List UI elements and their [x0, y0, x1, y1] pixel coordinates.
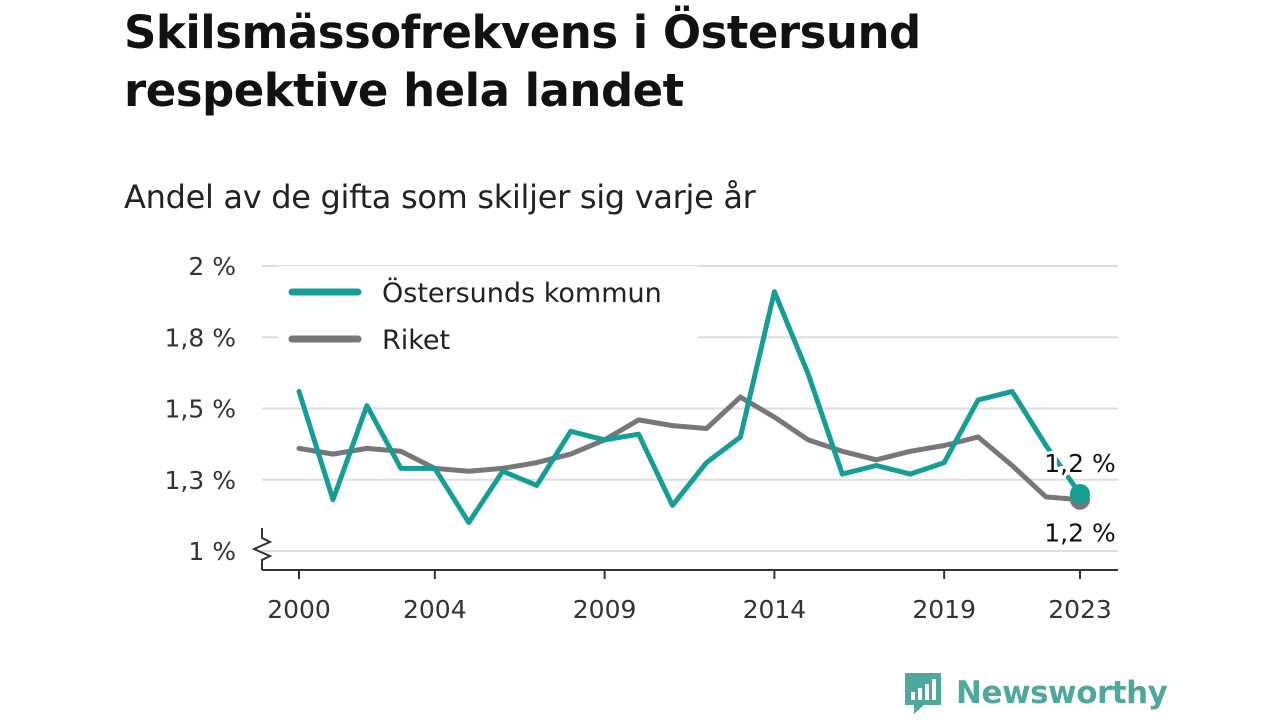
end-label-0: 1,2 % — [1044, 449, 1115, 478]
brand-name: Newsworthy — [956, 675, 1168, 711]
y-axis-break — [251, 528, 273, 570]
legend-label-0: Östersunds kommun — [382, 277, 662, 309]
y-tick-label: 1,8 % — [165, 323, 236, 352]
end-label-1: 1,2 % — [1044, 519, 1115, 548]
bar-chart-speech-bubble-icon — [905, 673, 941, 714]
x-tick-label: 2004 — [403, 595, 467, 624]
y-tick-label: 1 % — [188, 537, 236, 566]
legend: Östersunds kommun Riket — [278, 266, 698, 366]
x-tick-label: 2019 — [912, 595, 976, 624]
end-markers — [1070, 484, 1090, 510]
end-marker-0 — [1070, 484, 1090, 504]
end-labels: 1,2 % 1,2 % — [1041, 446, 1118, 551]
legend-label-1: Riket — [382, 325, 450, 356]
brand-logo: Newsworthy — [902, 668, 1168, 718]
y-tick-label: 2 % — [188, 252, 236, 281]
legend-background — [278, 266, 698, 366]
axes: 1 % 1,3 % 1,5 % 1,8 % 2 % 2000 2004 2009 2014 201… — [165, 252, 1118, 624]
y-tick-label: 1,5 % — [165, 395, 236, 424]
x-tick-label: 2009 — [573, 595, 637, 624]
x-tick-label: 2000 — [267, 595, 331, 624]
x-tick-label: 2023 — [1048, 595, 1112, 624]
x-tick-label: 2014 — [743, 595, 807, 624]
chart-subtitle: Andel av de gifta som skiljer sig varje … — [124, 178, 756, 216]
series-line-1 — [296, 394, 1083, 503]
chart-title: Skilsmässofrekvens i Östersund respektiv… — [124, 6, 921, 117]
series-lines — [296, 289, 1083, 525]
y-tick-label: 1,3 % — [165, 466, 236, 495]
series-line-0 — [296, 289, 1083, 525]
